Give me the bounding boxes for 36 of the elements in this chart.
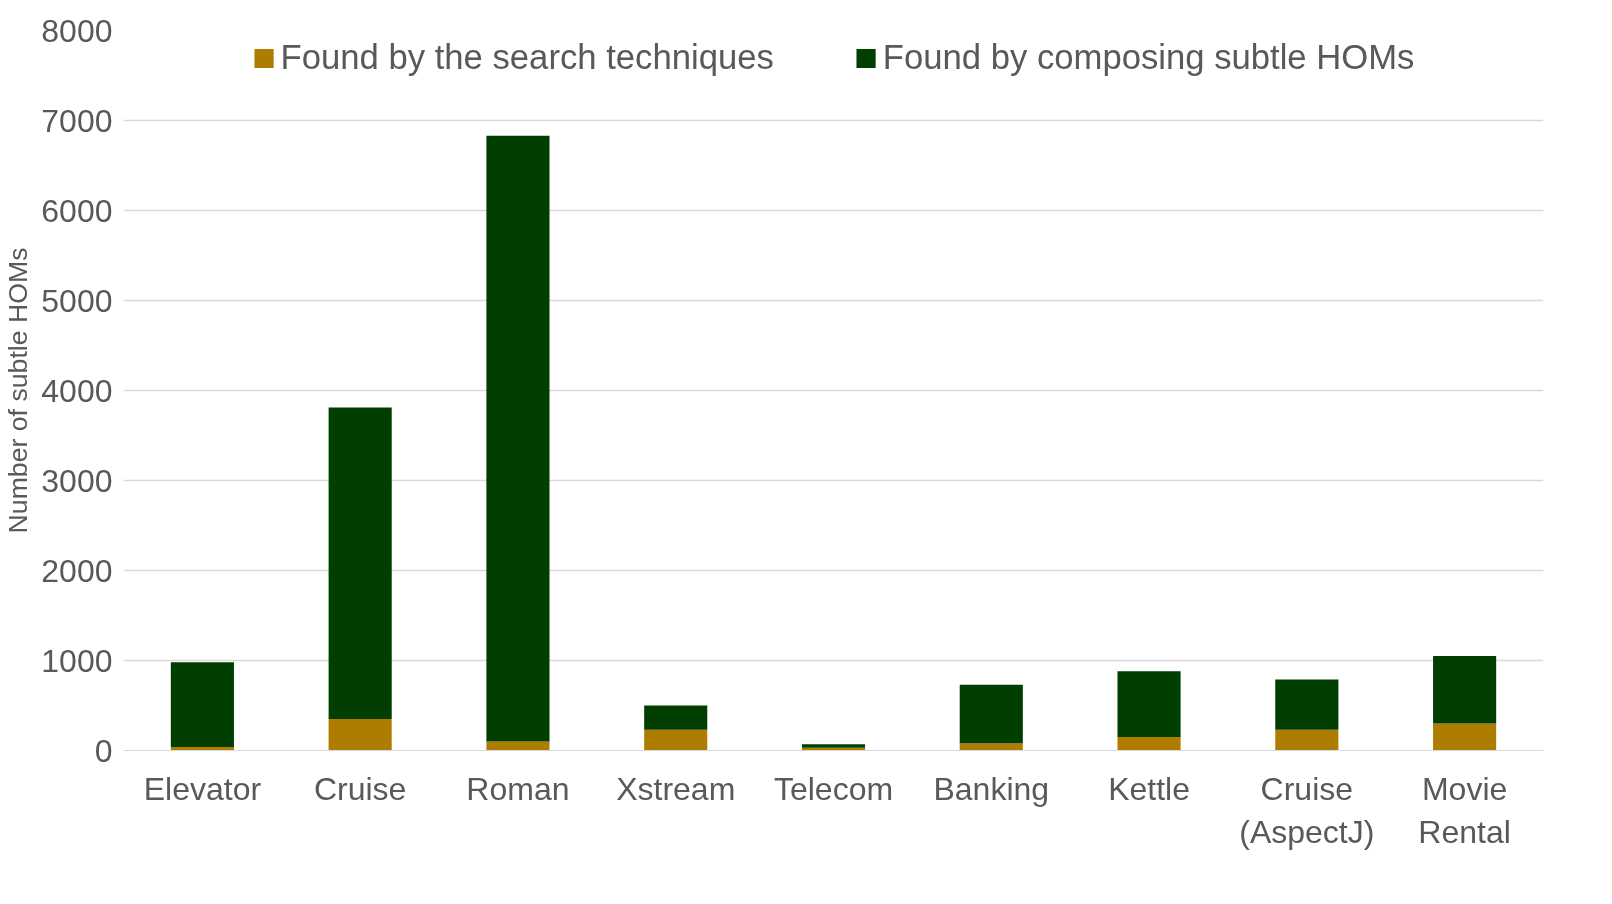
y-tick-label: 8000: [41, 12, 113, 49]
bar: [328, 719, 392, 751]
bar: [959, 743, 1023, 751]
bar: [644, 729, 708, 751]
y-axis-title: Number of subtle HOMs: [3, 247, 34, 534]
x-tick-label: Kettle: [1108, 770, 1190, 807]
x-tick-label: Telecom: [773, 770, 894, 807]
x-tick-label: Xstream: [616, 770, 736, 807]
x-tick-label: Roman: [466, 770, 570, 807]
bar: [1117, 671, 1181, 737]
bar: [1433, 656, 1497, 724]
y-tick-label: 5000: [41, 282, 113, 319]
bar: [1275, 729, 1339, 751]
y-tick-label: 4000: [41, 372, 113, 409]
y-tick-label: 3000: [41, 462, 113, 499]
x-tick-label: Banking: [933, 770, 1050, 807]
bar: [486, 135, 550, 742]
bar: [1117, 737, 1181, 751]
x-tick-label: Movie Rental: [1418, 770, 1511, 850]
y-tick-label: 2000: [41, 552, 113, 589]
bar: [486, 741, 550, 751]
x-tick-label: Cruise: [313, 770, 407, 807]
bar: [328, 407, 392, 719]
bar: [170, 662, 234, 747]
y-tick-label: 6000: [41, 192, 113, 229]
x-tick-label: Cruise (AspectJ): [1239, 770, 1375, 850]
legend-label: Found by composing subtle HOMs: [882, 38, 1415, 77]
bar: [644, 705, 708, 730]
bar: [1433, 723, 1497, 751]
y-tick-label: 1000: [41, 642, 113, 679]
legend-label: Found by the search techniques: [280, 38, 774, 77]
bar: [1275, 679, 1339, 730]
bar: [959, 684, 1023, 744]
x-tick-label: Elevator: [143, 770, 262, 807]
y-tick-label: 7000: [41, 102, 113, 139]
y-tick-label: 0: [94, 732, 113, 769]
